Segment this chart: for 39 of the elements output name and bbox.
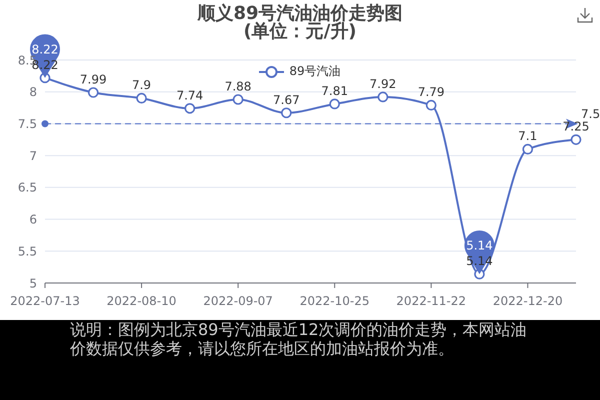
x-tick-label: 2022-11-22 [396,294,466,308]
annotation: 5.14 [466,238,493,253]
x-tick-label: 2022-10-25 [300,294,370,308]
data-label: 7.9 [132,78,152,92]
y-tick-label: 7.5 [18,116,37,131]
y-tick-label: 6 [29,212,37,227]
point [136,92,147,104]
x-tick-label: 2022-07-13 [10,294,80,308]
data-label: 7.81 [321,84,348,98]
y-tick-label: 5.5 [18,244,37,258]
y-tick-label: 8 [29,85,37,100]
y-tick-label: 6.5 [18,180,37,195]
point [378,92,388,102]
point [88,87,99,98]
data-label: 7.99 [80,72,107,86]
y-tick-label: 5 [29,276,37,290]
chart-subtitle: (单位：元/升) [242,21,357,42]
data-label: 7.67 [273,92,300,107]
text: 说明：图例为北京89号汽油最近12次调价的油价走势，本网站油价数据仅供参考，请以您所在地区的加油站报价为准。 [70,320,528,358]
data-label: 7.88 [224,80,252,94]
legend-label: 89号汽油 [289,63,341,80]
point [329,98,340,110]
data-label: 7.25 [562,120,590,134]
data-label: 7.74 [176,88,204,102]
x-tick-label: 2022-12-20 [492,294,563,308]
x-tick-label: 2022-08-10 [106,294,176,308]
data-label: 7.92 [370,76,396,91]
point [522,144,534,154]
x-tick-label: 2022-09-07 [203,294,273,308]
data-label: 7.79 [418,85,445,100]
point [232,94,244,105]
ref-line-label: 7.5 [581,106,600,121]
point [426,100,436,111]
point [570,134,582,145]
y-tick-label: 7 [29,148,37,163]
point [281,108,292,118]
data-label: 7.1 [518,129,538,144]
point [184,103,196,114]
annotation: 8.22 [32,42,58,56]
